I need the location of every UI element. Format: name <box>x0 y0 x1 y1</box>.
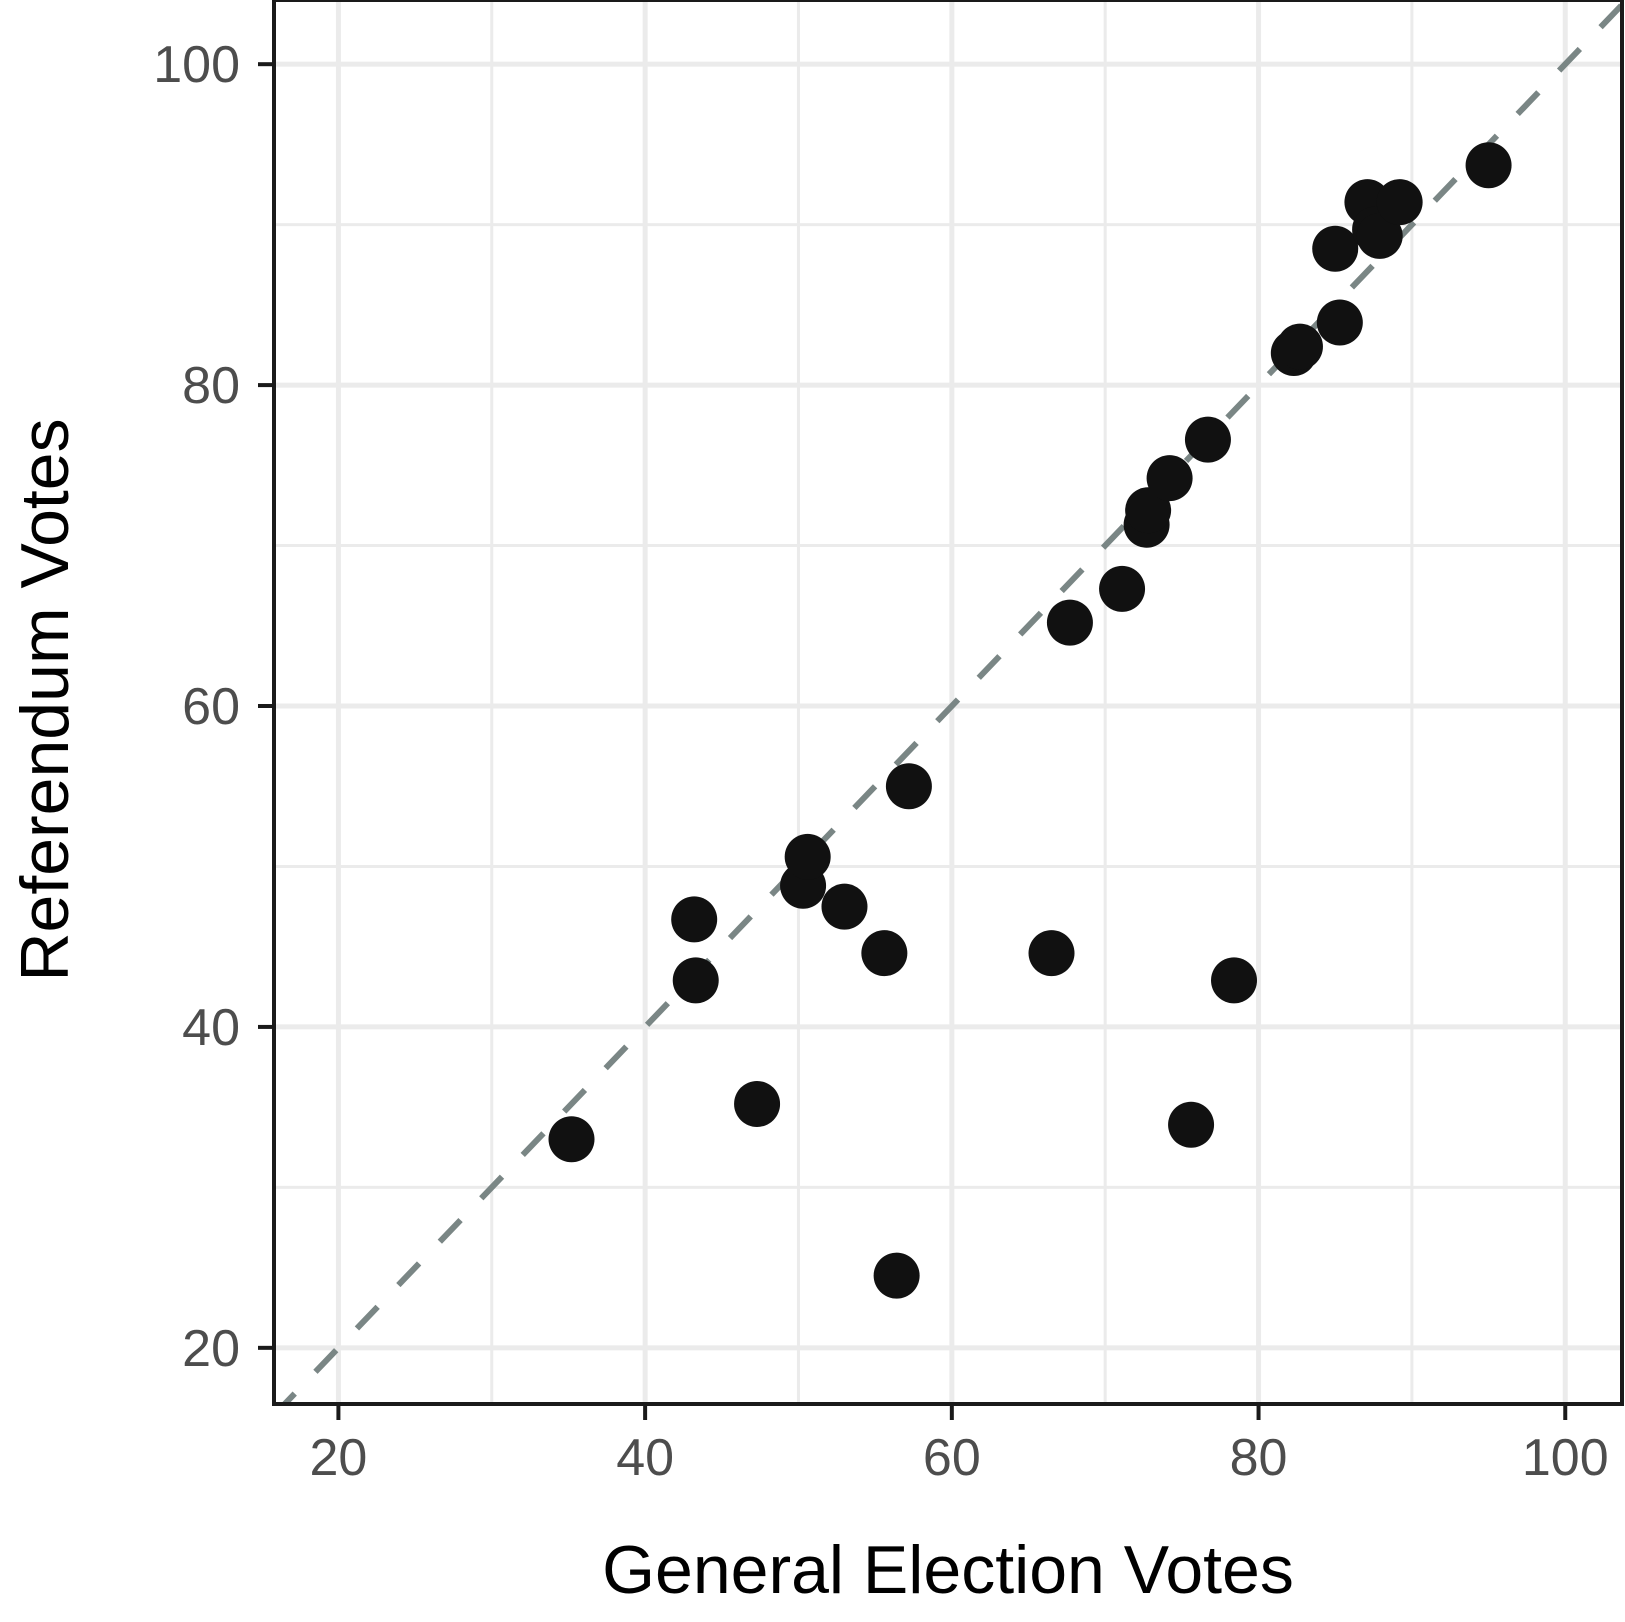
y-tick-label: 80 <box>182 357 240 415</box>
plot-panel-border <box>272 0 1624 1406</box>
data-point <box>734 1080 781 1127</box>
data-point <box>1168 1101 1215 1148</box>
data-points <box>548 142 1512 1299</box>
data-point <box>1184 416 1231 463</box>
y-tick-label: 20 <box>182 1320 240 1378</box>
data-point <box>1276 323 1323 370</box>
data-point <box>873 1252 920 1299</box>
y-axis: 20 40 60 80 100 <box>153 36 274 1378</box>
x-axis: 20 40 60 80 100 <box>309 1404 1609 1487</box>
data-point <box>1146 455 1193 502</box>
x-tick-label: 80 <box>1230 1429 1288 1487</box>
data-point <box>1046 599 1093 646</box>
data-point <box>1099 565 1146 612</box>
data-point <box>784 833 831 880</box>
data-point <box>548 1116 595 1163</box>
data-point <box>1316 299 1363 346</box>
data-point <box>1356 212 1403 259</box>
data-point <box>1465 142 1512 189</box>
data-point <box>861 930 908 977</box>
y-tick-label: 100 <box>153 36 240 94</box>
x-tick-label: 40 <box>616 1429 674 1487</box>
data-point <box>1028 930 1075 977</box>
x-tick-label: 20 <box>309 1429 367 1487</box>
x-axis-title: General Election Votes <box>602 1532 1294 1608</box>
x-tick-label: 100 <box>1522 1429 1609 1487</box>
y-tick-label: 60 <box>182 678 240 736</box>
data-point <box>671 896 718 943</box>
data-point <box>1312 225 1359 272</box>
y-axis-title: Referendum Votes <box>7 418 83 981</box>
x-tick-label: 60 <box>923 1429 981 1487</box>
y-tick-label: 40 <box>182 999 240 1057</box>
data-point <box>885 763 932 810</box>
data-point <box>1211 957 1258 1004</box>
data-point <box>821 883 868 930</box>
data-point <box>1376 179 1423 226</box>
data-point <box>672 957 719 1004</box>
